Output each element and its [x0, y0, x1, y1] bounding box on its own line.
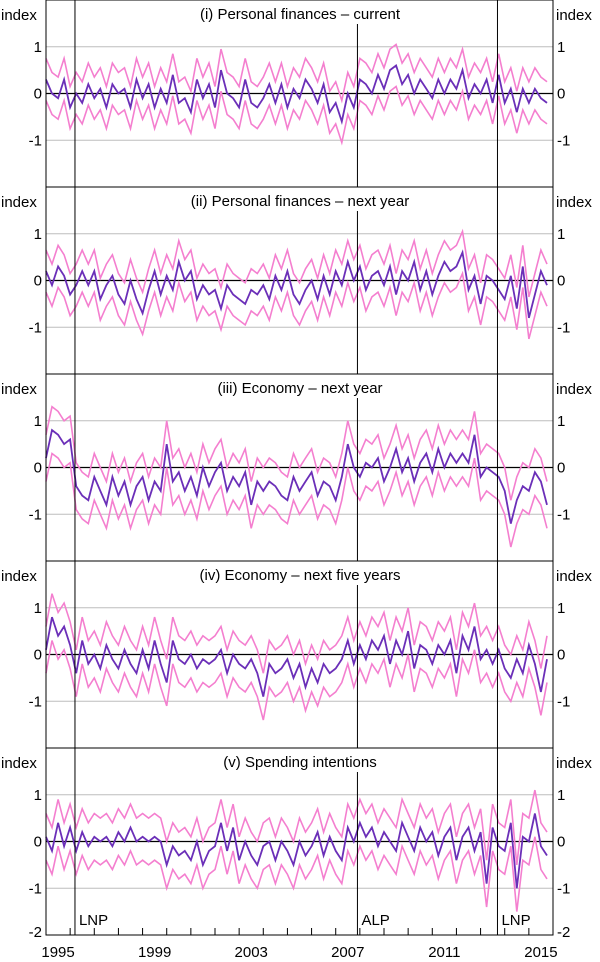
central-estimate-line	[45, 249, 548, 319]
y-tick-label-right: -2	[557, 924, 570, 941]
x-tick-label: 2015	[524, 944, 557, 961]
y-tick-label-left: -1	[29, 506, 42, 523]
upper-band-line	[45, 43, 548, 104]
y-tick-label-right: -1	[557, 132, 570, 149]
x-tick-label: 2011	[428, 944, 460, 961]
y-tick-label-left: 0	[34, 647, 42, 664]
lower-band-line	[45, 836, 548, 912]
y-tick-label-left: -1	[29, 693, 42, 710]
y-tick-label-right: 1	[557, 600, 565, 617]
panel-frame	[45, 747, 554, 936]
y-axis-label-right: index	[556, 381, 592, 398]
y-axis-label-left: index	[1, 381, 37, 398]
y-tick-label-right: 0	[557, 273, 565, 290]
y-tick-label-left: 0	[34, 273, 42, 290]
panel-title: (v) Spending intentions	[223, 754, 376, 771]
election-label: LNP	[501, 912, 530, 929]
election-label: LNP	[79, 912, 108, 929]
y-tick-label-left: -1	[29, 132, 42, 149]
y-tick-label-right: 0	[557, 834, 565, 851]
lower-band-line	[45, 85, 548, 146]
upper-band-line	[45, 593, 548, 674]
y-tick-label-left: 1	[34, 39, 42, 56]
y-tick-label-left: 0	[34, 834, 42, 851]
y-tick-label-right: 1	[557, 413, 565, 430]
x-tick-label: 2003	[235, 944, 268, 961]
y-axis-label-right: index	[556, 568, 592, 585]
upper-band-line	[45, 228, 548, 298]
panel-title: (ii) Personal finances – next year	[191, 193, 409, 210]
y-axis-label-left: index	[1, 194, 37, 211]
y-tick-label-right: -1	[557, 319, 570, 336]
y-tick-label-left: 1	[34, 600, 42, 617]
y-tick-label-right: 0	[557, 460, 565, 477]
panel-title: (i) Personal finances – current	[200, 6, 401, 23]
y-axis-label-right: index	[556, 755, 592, 772]
election-label: ALP	[361, 912, 389, 929]
central-estimate-line	[45, 616, 548, 697]
y-tick-label-left: -1	[29, 880, 42, 897]
y-tick-label-right: 0	[557, 86, 565, 103]
y-tick-label-right: 1	[557, 226, 565, 243]
y-tick-label-left: -1	[29, 319, 42, 336]
y-axis-label-right: index	[556, 194, 592, 211]
y-tick-label-right: -1	[557, 506, 570, 523]
y-tick-label-left: 0	[34, 460, 42, 477]
upper-band-line	[45, 789, 548, 865]
y-tick-label-left: 1	[34, 413, 42, 430]
lower-band-line	[45, 640, 548, 721]
y-axis-label-right: index	[556, 7, 592, 24]
panel-title: (iii) Economy – next year	[217, 380, 382, 397]
y-tick-label-right: 0	[557, 647, 565, 664]
lower-band-line	[45, 270, 548, 340]
y-tick-label-left: 0	[34, 86, 42, 103]
x-tick-label: 1999	[138, 944, 171, 961]
x-tick-label: 2007	[331, 944, 364, 961]
y-tick-label-left: 1	[34, 787, 42, 804]
x-tick-label: 1995	[41, 944, 74, 961]
y-tick-label-right: 1	[557, 39, 565, 56]
y-tick-label-left: -2	[29, 924, 42, 941]
y-tick-label-left: 1	[34, 226, 42, 243]
y-axis-label-left: index	[1, 755, 37, 772]
lower-band-line	[45, 452, 548, 548]
y-tick-label-right: -1	[557, 693, 570, 710]
central-estimate-line	[45, 813, 548, 889]
y-tick-label-right: -1	[557, 880, 570, 897]
y-tick-label-right: 1	[557, 787, 565, 804]
panel-title: (iv) Economy – next five years	[200, 567, 401, 584]
central-estimate-line	[45, 64, 548, 125]
central-estimate-line	[45, 428, 548, 524]
y-axis-label-left: index	[1, 7, 37, 24]
y-axis-label-left: index	[1, 568, 37, 585]
upper-band-line	[45, 405, 548, 501]
